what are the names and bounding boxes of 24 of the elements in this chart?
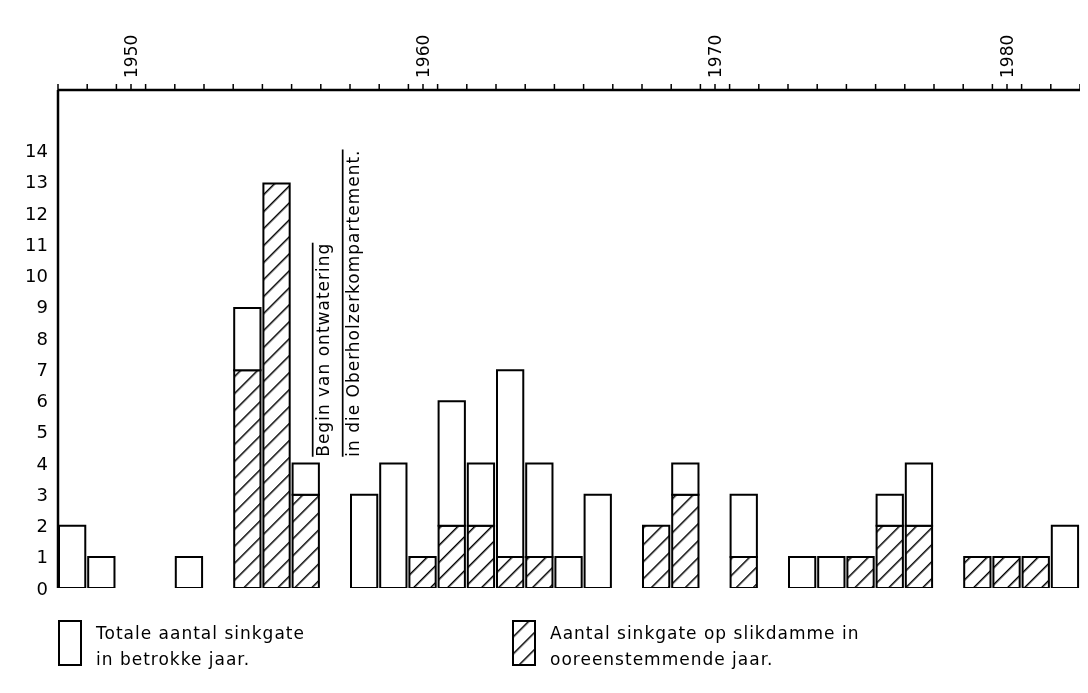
x-tick-label: 1980 [997,34,1017,78]
y-tick-label: 5 [36,421,48,443]
y-tick-label: 1 [36,546,48,568]
y-tick-label: 14 [25,140,48,161]
text: Totale aantal sinkgate in betrokke jaar. [96,622,306,671]
annotation: Begin van ontwatering [312,242,333,457]
x-tick-label: 1960 [413,34,433,78]
y-tick-label: 4 [36,452,48,474]
y-tick-label: 6 [36,390,48,411]
y-tick-label: 7 [36,358,48,380]
y-tick-label: 13 [25,171,48,193]
y-tick-label: 0 [36,577,48,599]
y-tick-label: 9 [36,296,48,318]
y-tick-label: 12 [25,202,48,224]
x-tick-label: 1970 [705,34,725,78]
text: Aantal sinkgate op slikdamme in ooreenstemmende jaar. [550,622,860,671]
annotation: in die Oberholzerkompartement. [342,149,363,457]
bar [174,555,204,588]
x-tick-label: 1950 [121,34,141,78]
y-tick-label: 8 [36,327,48,349]
y-tick-label: 3 [36,483,48,505]
y-tick-label: 2 [36,515,48,536]
y-tick-label: 10 [25,265,48,286]
y-tick-label: 11 [25,233,48,255]
